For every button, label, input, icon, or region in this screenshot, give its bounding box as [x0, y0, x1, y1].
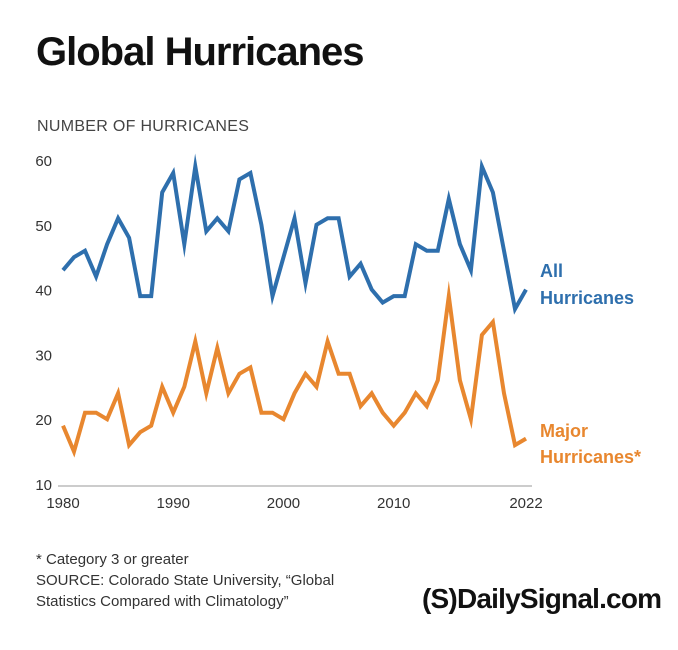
footnote-source-1: SOURCE: Colorado State University, “Glob… — [36, 572, 335, 589]
chart-title: Global Hurricanes — [36, 30, 365, 74]
x-tick-label: 2022 — [509, 495, 542, 512]
x-tick-label: 1980 — [46, 495, 79, 512]
y-tick-label: 60 — [35, 153, 52, 170]
series-line-major-hurricanes — [61, 280, 528, 458]
x-tick-label: 2000 — [267, 495, 300, 512]
logo-mark: (S) — [422, 583, 458, 614]
logo-text: DailySignal.com — [456, 583, 662, 614]
series-label-major-line2: Hurricanes* — [540, 447, 641, 467]
series-label-all-line1: All — [540, 261, 563, 281]
y-tick-label: 50 — [35, 218, 52, 235]
y-tick-label: 30 — [35, 347, 52, 364]
y-tick-label: 40 — [35, 283, 52, 300]
y-tick-label: 20 — [35, 412, 52, 429]
daily-signal-logo: (S)DailySignal.com — [422, 583, 662, 615]
footnote-note: * Category 3 or greater — [36, 551, 189, 568]
series-label-major-line1: Major — [540, 421, 588, 441]
series-label-all-line2: Hurricanes — [540, 288, 634, 308]
footnote: * Category 3 or greater SOURCE: Colorado… — [36, 549, 334, 612]
y-axis-label: NUMBER OF HURRICANES — [37, 118, 250, 135]
x-tick-label: 2010 — [377, 495, 410, 512]
footnote-source-2: Statistics Compared with Climatology” — [36, 593, 289, 610]
series-line-all-hurricanes — [61, 153, 528, 315]
x-tick-label: 1990 — [157, 495, 190, 512]
y-tick-label: 10 — [35, 477, 52, 494]
